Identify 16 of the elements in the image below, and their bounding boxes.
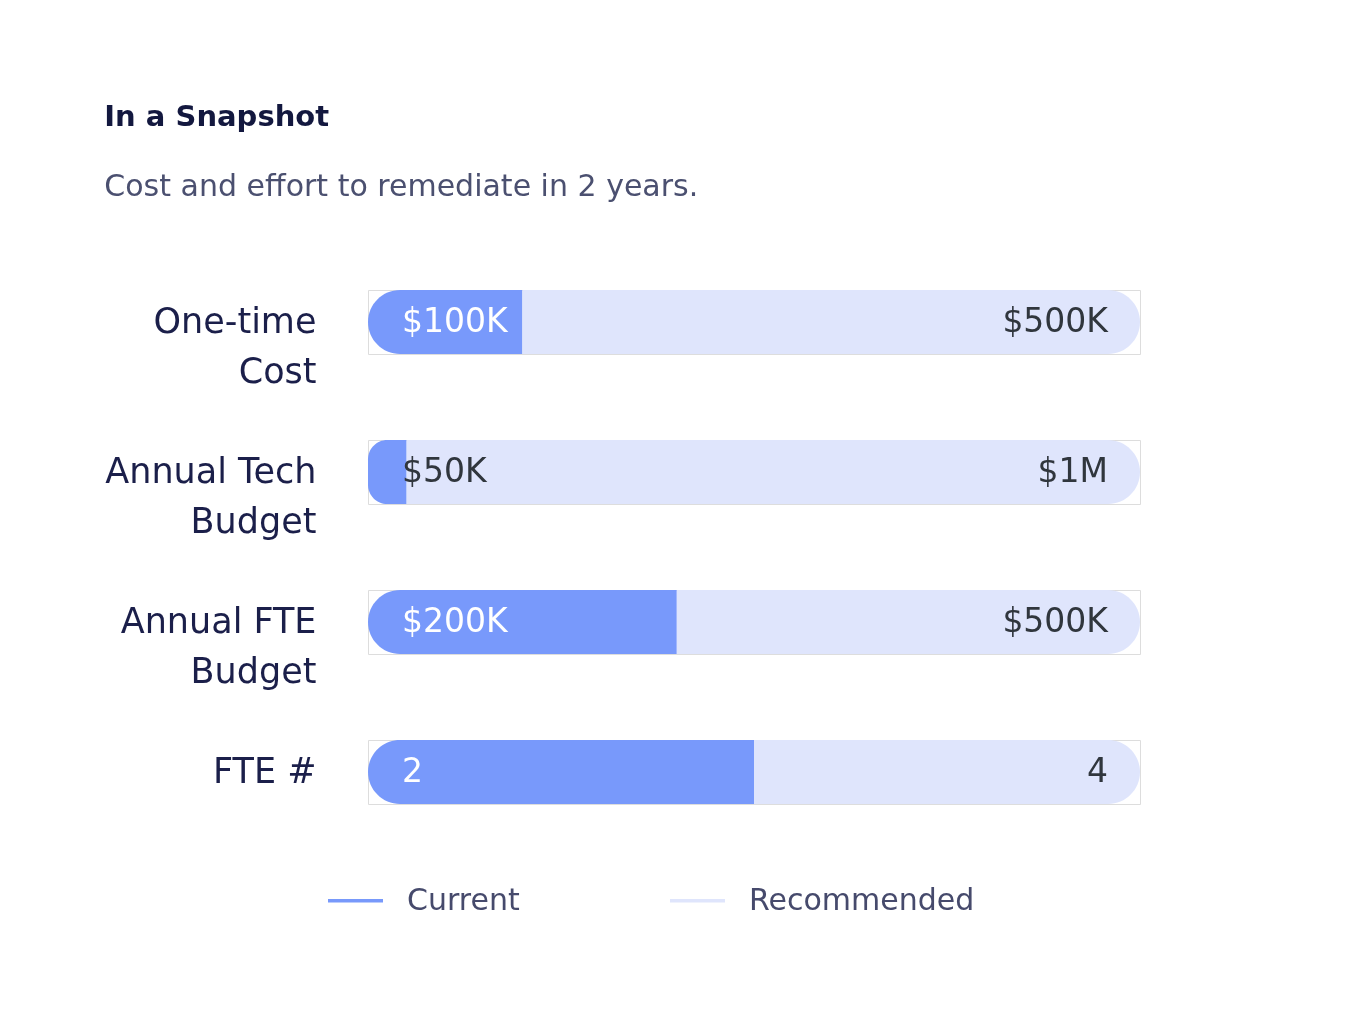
data-label: 2 xyxy=(402,751,423,790)
total-label: $500K xyxy=(1002,601,1110,640)
data-label: $200K xyxy=(402,601,509,640)
legend-label: Current xyxy=(407,881,520,917)
data-label: $50K xyxy=(402,451,488,490)
total-label: 4 xyxy=(1087,751,1108,790)
y-tick-label: One-time Cost xyxy=(153,301,317,391)
chart-subtitle: Cost and effort to remediate in 2 years. xyxy=(104,167,699,203)
y-tick-label: FTE # xyxy=(213,751,317,791)
y-tick-label: Annual FTE Budget xyxy=(120,601,317,691)
legend-label: Recommended xyxy=(749,881,975,917)
y-tick-label: Annual Tech Budget xyxy=(105,451,317,541)
total-label: $500K xyxy=(1002,301,1110,340)
data-label: $100K xyxy=(402,301,509,340)
chart-title: In a Snapshot xyxy=(104,98,330,133)
total-label: $1M xyxy=(1037,451,1108,490)
